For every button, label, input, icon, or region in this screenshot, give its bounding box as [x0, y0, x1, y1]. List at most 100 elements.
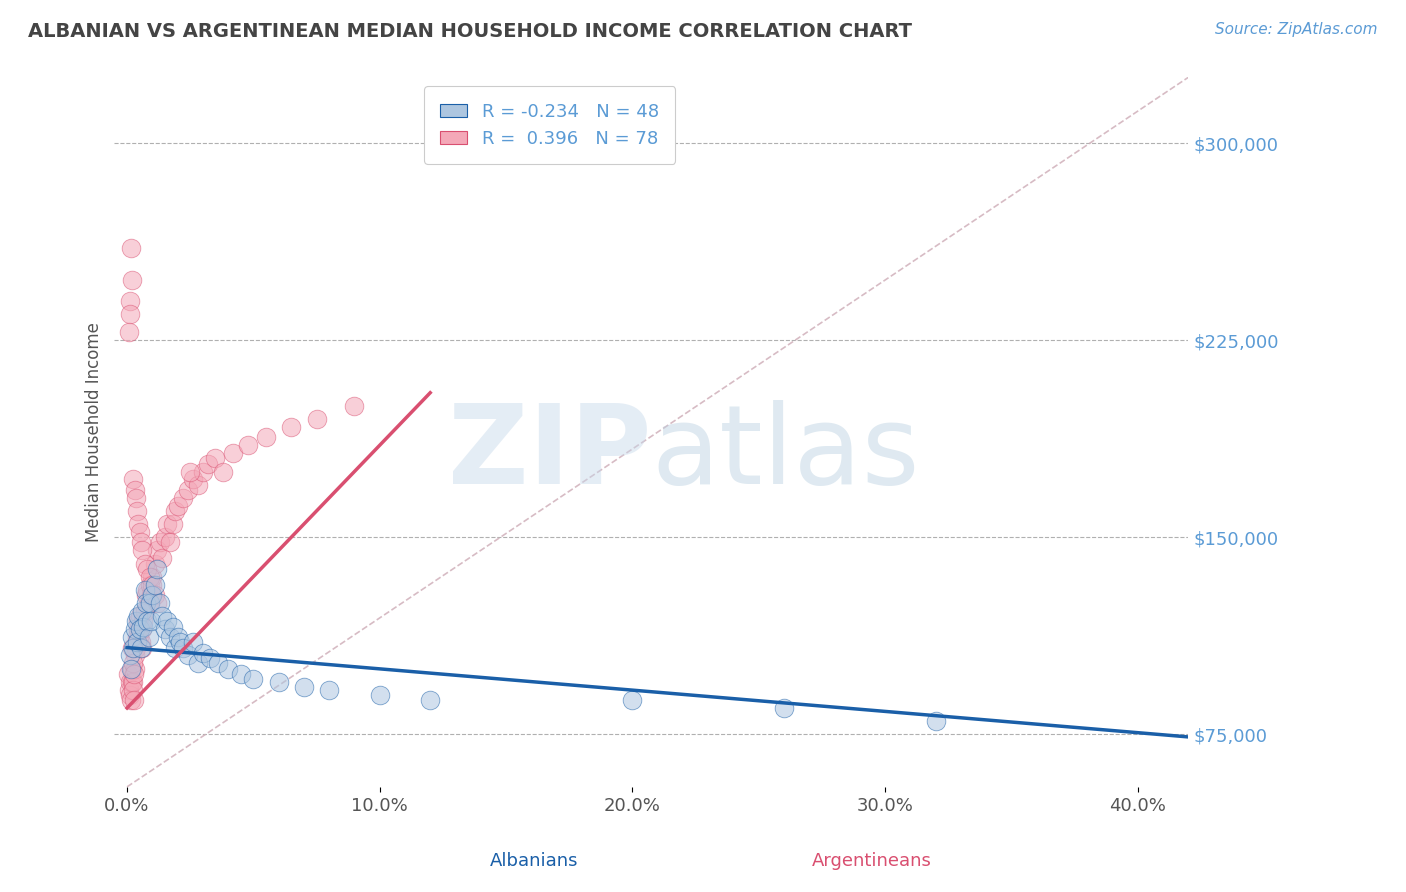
Point — [122, 682, 145, 697]
Point — [179, 465, 201, 479]
Point — [124, 622, 146, 636]
Point — [135, 588, 157, 602]
Text: atlas: atlas — [651, 400, 920, 507]
Text: ALBANIAN VS ARGENTINEAN MEDIAN HOUSEHOLD INCOME CORRELATION CHART: ALBANIAN VS ARGENTINEAN MEDIAN HOUSEHOLD… — [28, 22, 912, 41]
Point — [242, 672, 264, 686]
Point — [267, 674, 290, 689]
Point — [121, 674, 143, 689]
Point — [136, 562, 159, 576]
Point — [122, 640, 145, 655]
Point — [120, 293, 142, 308]
Point — [129, 640, 152, 655]
Point — [166, 630, 188, 644]
Point — [125, 640, 148, 655]
Point — [120, 241, 142, 255]
Point — [139, 577, 162, 591]
Point — [129, 635, 152, 649]
Point — [166, 499, 188, 513]
Point — [121, 630, 143, 644]
Point — [162, 517, 184, 532]
Point — [146, 596, 169, 610]
Point — [118, 682, 141, 697]
Point — [118, 326, 141, 340]
Point — [187, 477, 209, 491]
Text: Source: ZipAtlas.com: Source: ZipAtlas.com — [1215, 22, 1378, 37]
Point — [141, 577, 163, 591]
Point — [141, 569, 163, 583]
Point — [127, 609, 149, 624]
Point — [200, 651, 222, 665]
Point — [143, 577, 166, 591]
Point — [124, 648, 146, 663]
Point — [131, 543, 153, 558]
Point — [305, 412, 328, 426]
Point — [162, 619, 184, 633]
Point — [127, 615, 149, 629]
Point — [121, 640, 143, 655]
Point — [132, 615, 155, 629]
Point — [368, 688, 391, 702]
Point — [139, 615, 162, 629]
Point — [132, 619, 155, 633]
Point — [122, 472, 145, 486]
Point — [127, 622, 149, 636]
Point — [127, 635, 149, 649]
Point — [156, 615, 179, 629]
Point — [118, 674, 141, 689]
Point — [127, 635, 149, 649]
Point — [152, 609, 174, 624]
Point — [139, 596, 162, 610]
Point — [181, 472, 204, 486]
Point — [127, 517, 149, 532]
Point — [292, 680, 315, 694]
Point — [138, 596, 160, 610]
Y-axis label: Median Household Income: Median Household Income — [86, 322, 103, 542]
Point — [163, 640, 186, 655]
Point — [124, 483, 146, 497]
Point — [128, 609, 150, 624]
Point — [149, 596, 172, 610]
Point — [138, 630, 160, 644]
Point — [143, 557, 166, 571]
Point — [118, 307, 141, 321]
Point — [254, 430, 277, 444]
Point — [318, 682, 340, 697]
Point — [163, 504, 186, 518]
Point — [153, 530, 176, 544]
Point — [172, 640, 194, 655]
Point — [128, 524, 150, 539]
Point — [176, 483, 198, 497]
Point — [152, 551, 174, 566]
Point — [125, 491, 148, 505]
Point — [212, 465, 235, 479]
Point — [238, 438, 260, 452]
Point — [125, 615, 148, 629]
Point — [169, 635, 191, 649]
Point — [136, 582, 159, 597]
Point — [172, 491, 194, 505]
Point — [204, 451, 226, 466]
Point — [124, 662, 146, 676]
Point — [131, 622, 153, 636]
Point — [121, 273, 143, 287]
Point — [159, 630, 181, 644]
Point — [222, 446, 245, 460]
Point — [128, 630, 150, 644]
Point — [159, 535, 181, 549]
Point — [156, 517, 179, 532]
Point — [280, 420, 302, 434]
Point — [143, 588, 166, 602]
Point — [121, 657, 143, 671]
Point — [136, 615, 159, 629]
Point — [419, 693, 441, 707]
Point — [134, 604, 156, 618]
Point — [207, 657, 229, 671]
Point — [229, 666, 252, 681]
Point — [149, 535, 172, 549]
Point — [122, 666, 145, 681]
Point — [191, 465, 214, 479]
Point — [621, 693, 644, 707]
Point — [191, 646, 214, 660]
Point — [773, 701, 796, 715]
Point — [134, 582, 156, 597]
